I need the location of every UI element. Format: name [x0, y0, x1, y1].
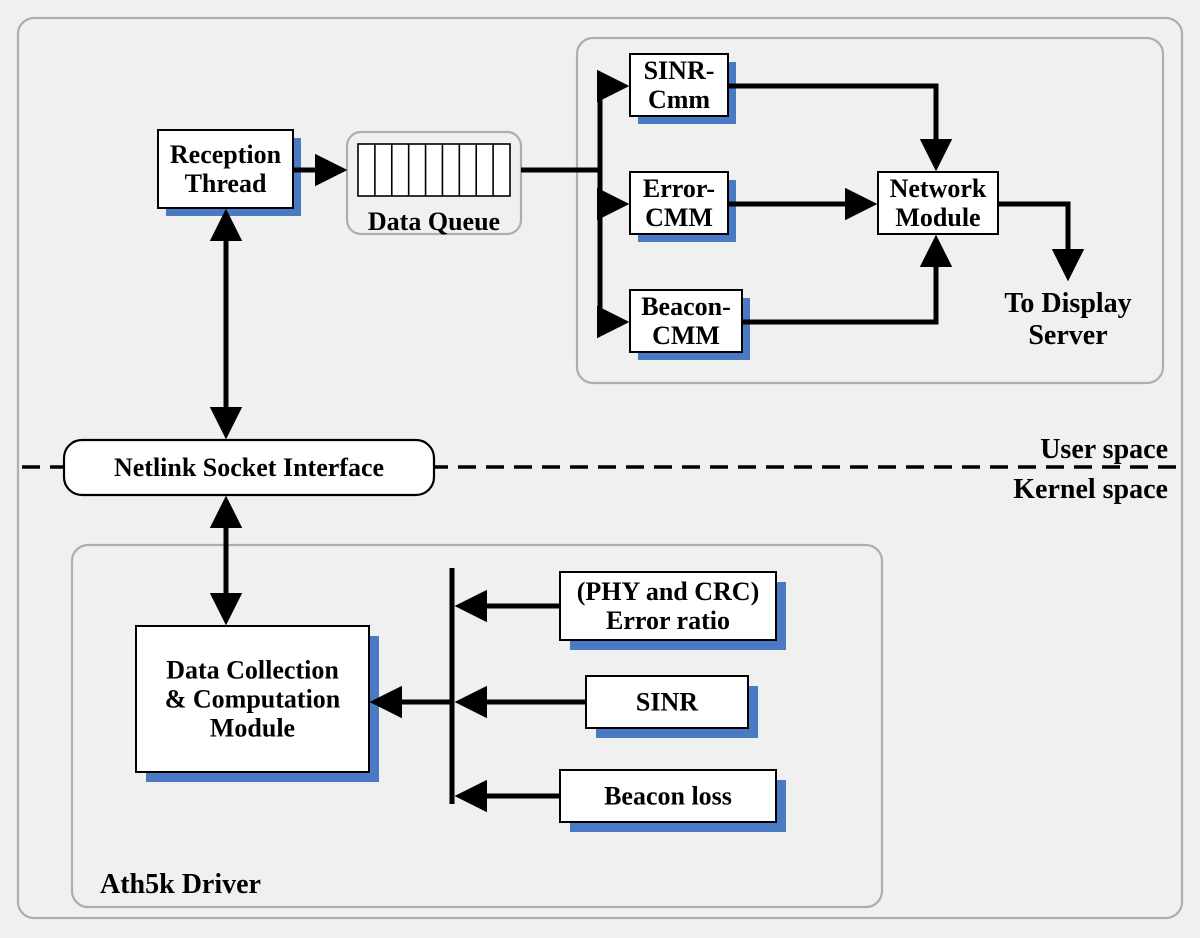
error-cmm-label-1: CMM — [645, 203, 713, 232]
reception-thread-label-0: Reception — [170, 140, 282, 169]
to-display-label-0: To Display — [1004, 288, 1131, 319]
edge-sinr-to-net — [728, 86, 936, 166]
user-space-label: User space — [1040, 434, 1168, 465]
reception-thread-label-1: Thread — [185, 169, 267, 198]
network-module-label-0: Network — [890, 174, 987, 203]
sinr-cmm-label-0: SINR- — [644, 56, 715, 85]
edge-net-to-display — [998, 204, 1068, 276]
sinr-cmm-label-1: Cmm — [648, 85, 710, 114]
sinr-label-0: SINR — [636, 688, 698, 717]
to-display-label-1: Server — [1028, 320, 1107, 351]
netlink-label: Netlink Socket Interface — [114, 453, 384, 482]
beacon-cmm-label-0: Beacon- — [641, 292, 731, 321]
data-collection-label-0: Data Collection — [166, 655, 339, 684]
data-collection-label-2: Module — [210, 714, 295, 743]
architecture-diagram: Ath5k Driver User space Kernel space Recept… — [0, 0, 1200, 938]
network-module-label-1: Module — [895, 203, 980, 232]
phy-crc-label-1: Error ratio — [606, 606, 730, 635]
data-collection-label-1: & Computation — [165, 685, 341, 714]
data-queue-label: Data Queue — [368, 207, 500, 236]
edge-beacon-to-net — [742, 240, 936, 322]
error-cmm-label-0: Error- — [643, 174, 715, 203]
driver-group-label: Ath5k Driver — [100, 869, 261, 900]
beacon-cmm-label-1: CMM — [652, 321, 720, 350]
kernel-space-label: Kernel space — [1013, 474, 1168, 505]
beacon-loss-label-0: Beacon loss — [604, 782, 732, 811]
phy-crc-label-0: (PHY and CRC) — [577, 577, 759, 606]
data-queue-grid — [358, 144, 510, 196]
